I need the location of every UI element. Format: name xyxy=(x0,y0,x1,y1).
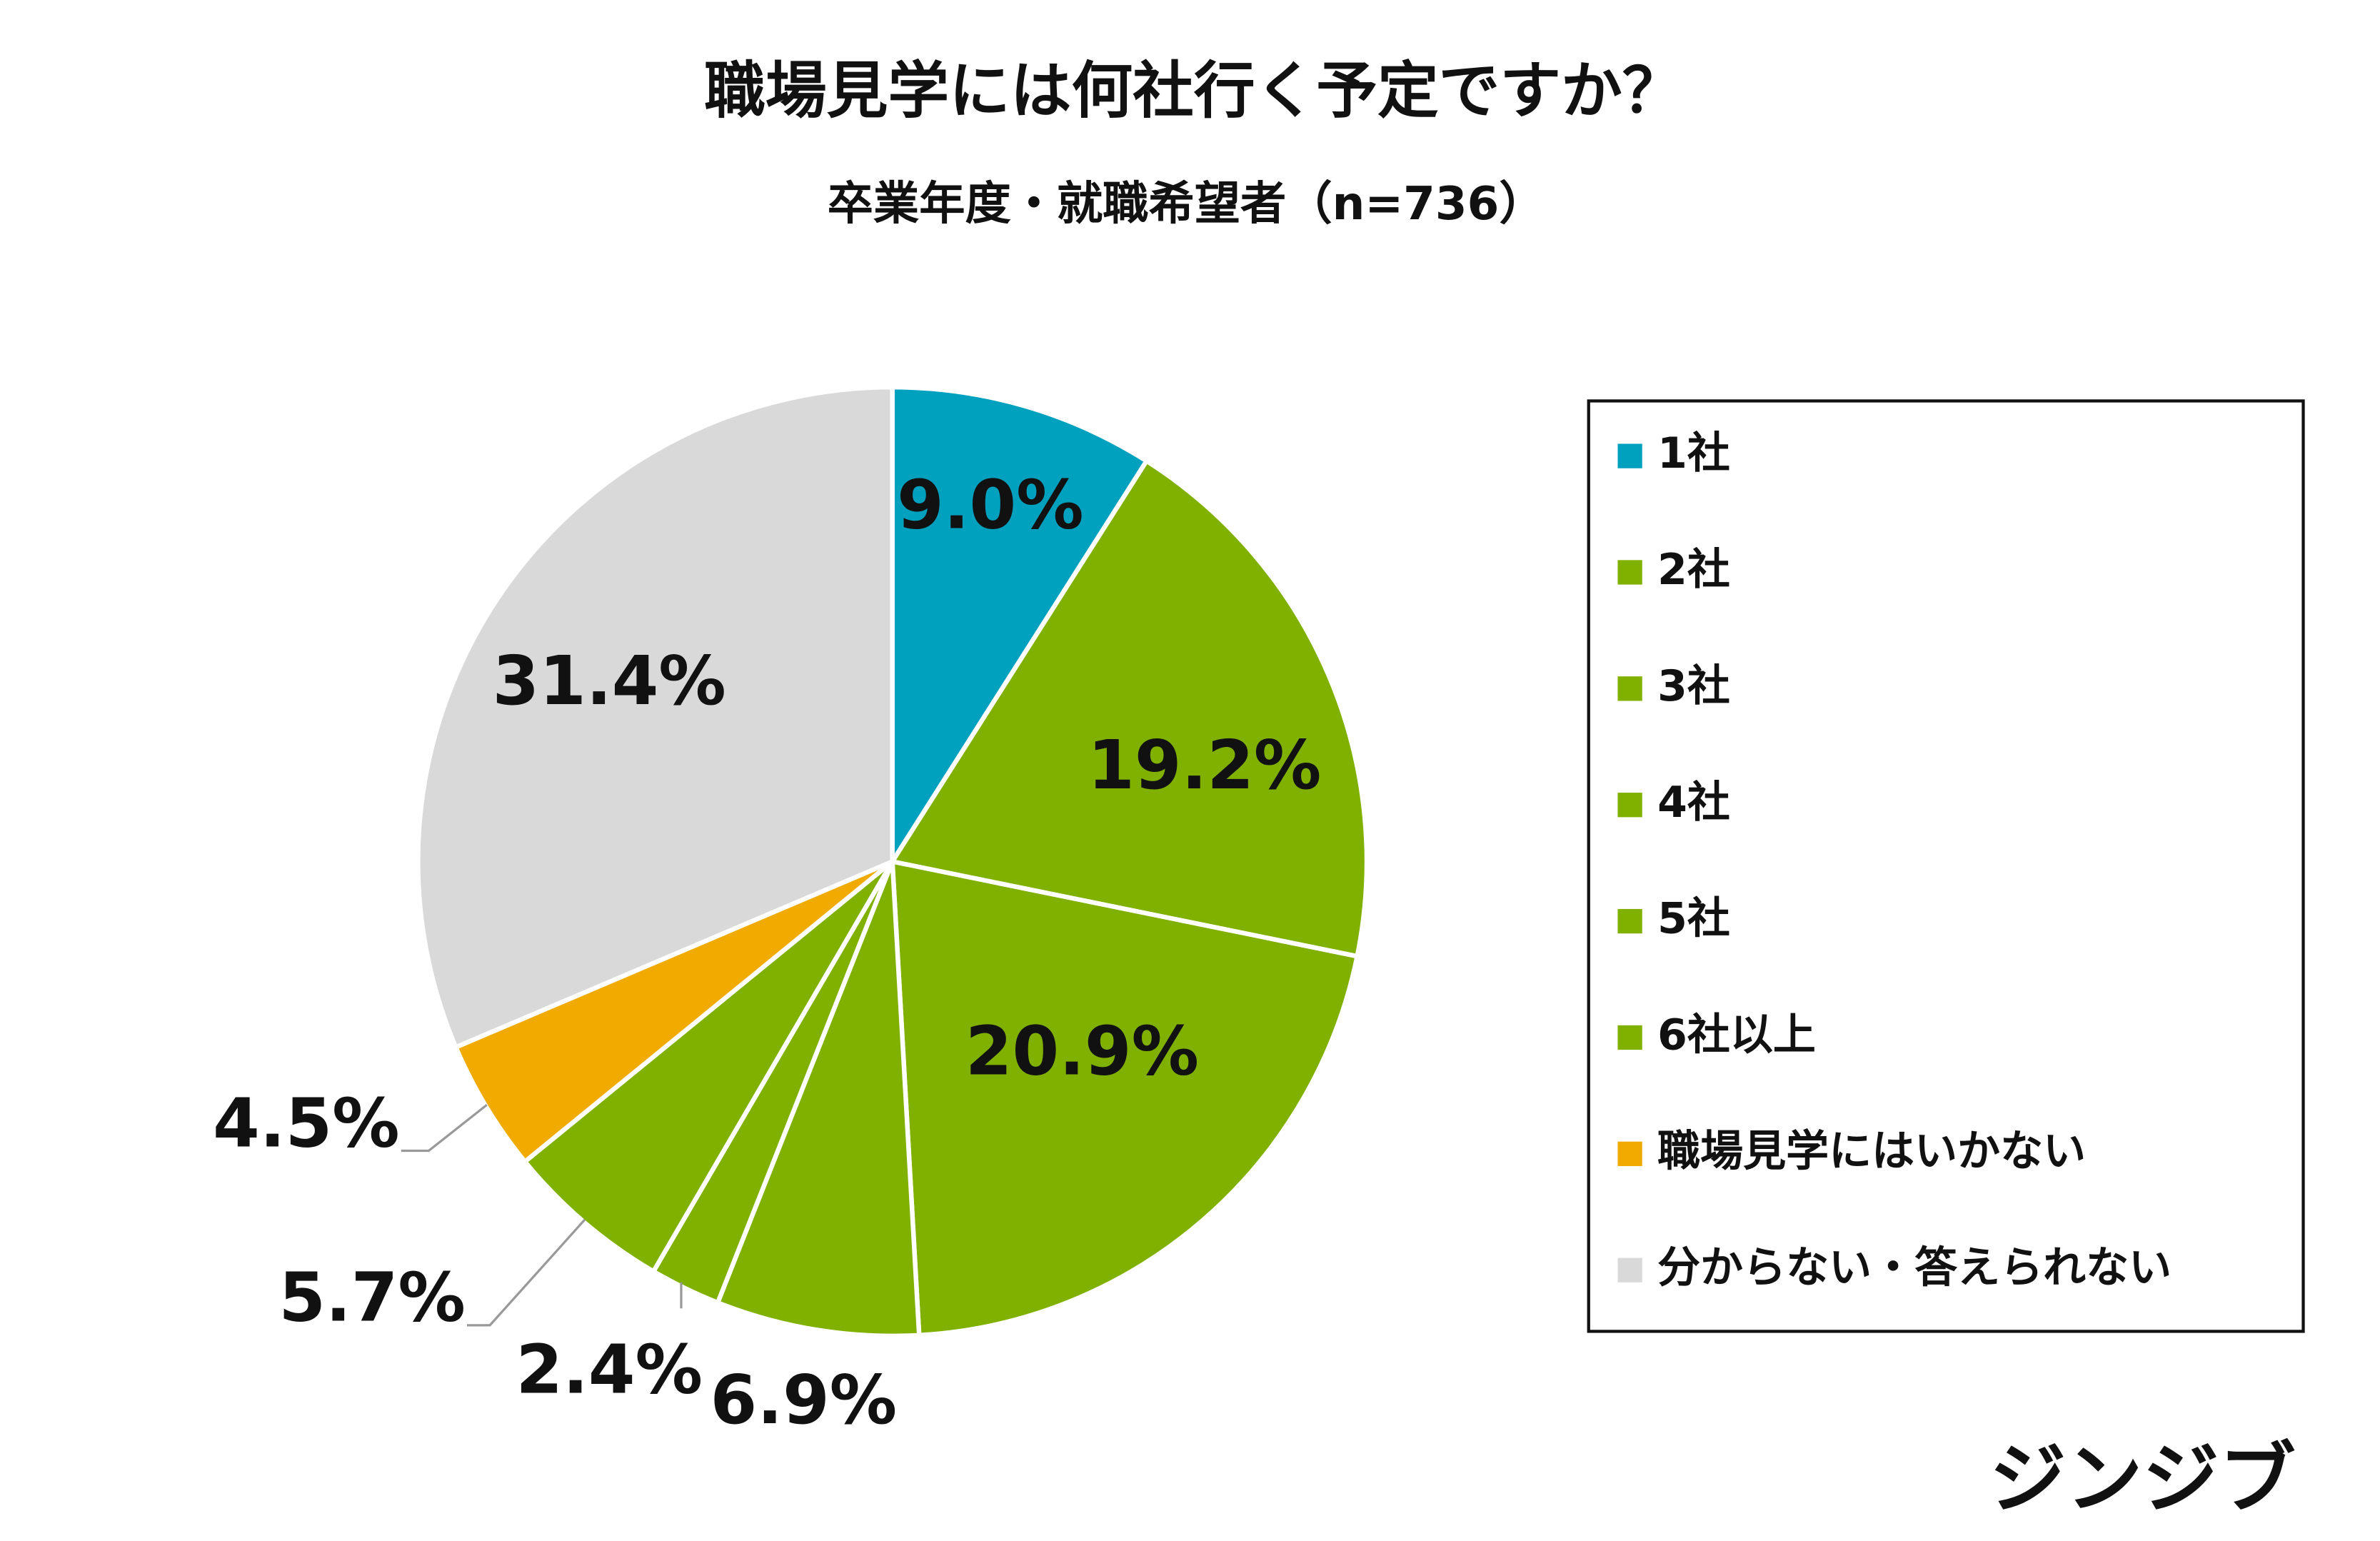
legend-swatch xyxy=(1617,793,1642,818)
data-label: 5.7% xyxy=(278,1259,465,1337)
legend-label: 2社 xyxy=(1657,545,1730,595)
legend-label: 6社以上 xyxy=(1657,1010,1816,1060)
legend-label: 5社 xyxy=(1657,894,1730,944)
pie-slice xyxy=(890,384,1150,870)
data-label: 6.9% xyxy=(711,1361,897,1440)
legend-swatch xyxy=(1617,1141,1642,1166)
legend-swatch xyxy=(1617,560,1642,585)
data-label: 4.5% xyxy=(213,1084,399,1163)
legend-label: 1社 xyxy=(1657,428,1730,478)
legend-swatch xyxy=(1617,1258,1642,1283)
legend-swatch xyxy=(1617,908,1642,934)
data-label: 31.4% xyxy=(493,642,726,721)
data-label: 9.0% xyxy=(897,466,1083,544)
leader-line xyxy=(401,1103,488,1153)
legend-label: 3社 xyxy=(1657,661,1730,711)
legend-swatch xyxy=(1617,676,1642,701)
data-label: 2.4% xyxy=(516,1330,702,1409)
legend-label: 職場見学にはいかない xyxy=(1657,1126,2086,1176)
pie-slice xyxy=(714,860,922,1339)
pie-slice xyxy=(890,858,1360,1338)
data-label: 20.9% xyxy=(965,1013,1199,1091)
pie-slice xyxy=(453,859,894,1165)
data-label: 19.2% xyxy=(1088,726,1321,805)
chart-title: 職場見学には何社行く予定ですか？ xyxy=(704,55,1683,126)
legend-label: 分からない・答えられない xyxy=(1657,1243,2171,1292)
brand-logo: ジンジブ xyxy=(1989,1435,2296,1524)
legend-box xyxy=(1587,399,2305,1333)
legend-label: 4社 xyxy=(1657,778,1730,828)
pie-slice xyxy=(416,384,895,1050)
pie-slice xyxy=(521,860,895,1275)
leader-line xyxy=(466,1218,586,1327)
chart-subtitle: 卒業年度・就職希望者（n=736） xyxy=(828,177,1545,231)
legend-swatch xyxy=(1617,1025,1642,1050)
legend-swatch xyxy=(1617,443,1642,468)
pie-slice xyxy=(888,458,1370,959)
